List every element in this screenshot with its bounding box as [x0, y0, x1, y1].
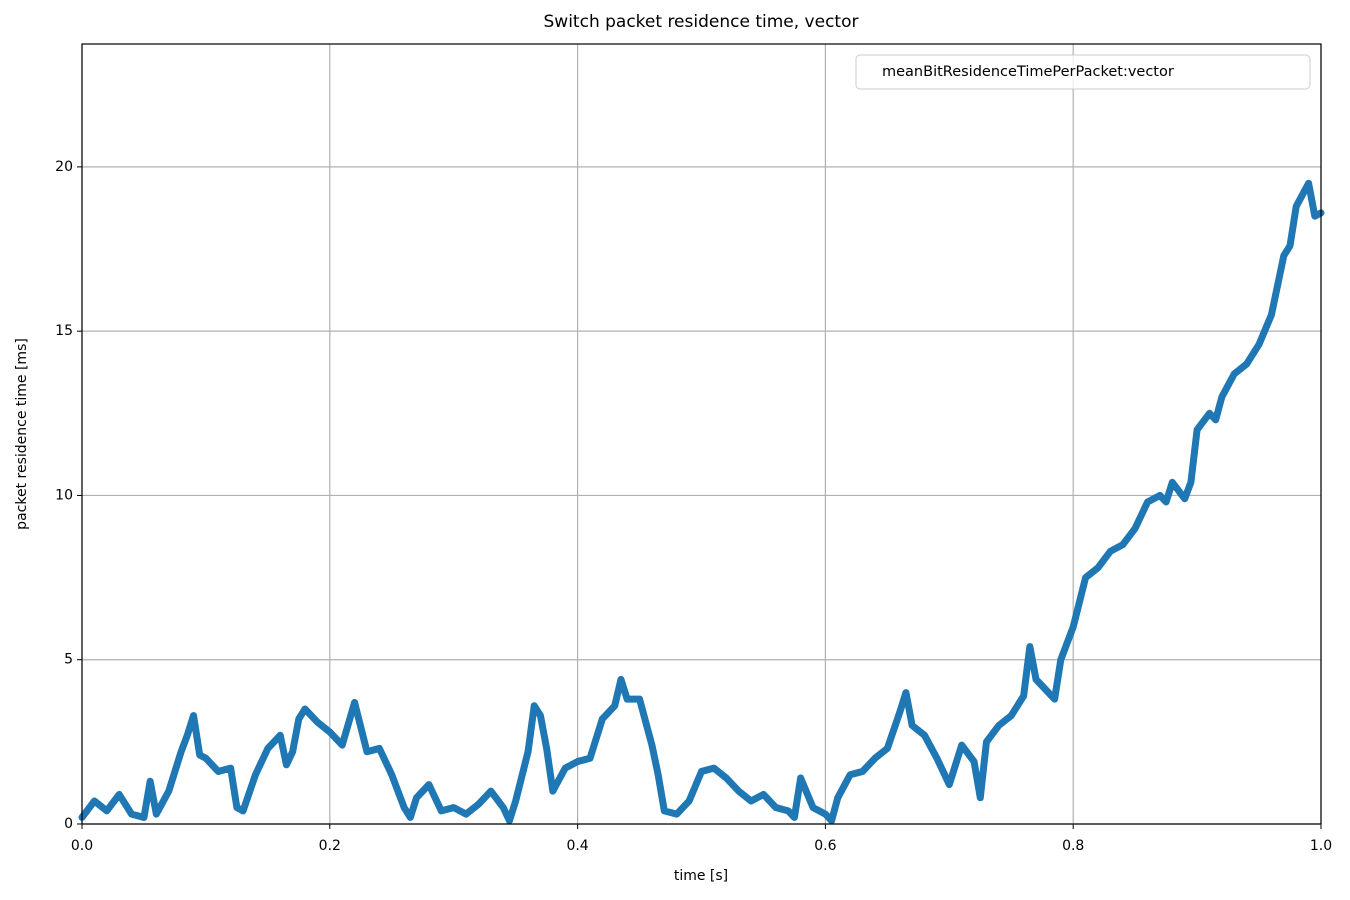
data-line [78, 179, 1325, 825]
legend-box [855, 54, 1311, 90]
y-tick-label: 0 [64, 816, 73, 832]
plot-frame [81, 43, 1322, 825]
x-tick-label: 0.0 [71, 838, 93, 854]
x-tick-label: 0.8 [1062, 838, 1084, 854]
x-tick-label: 1.0 [1310, 838, 1332, 854]
x-tick-label: 0.6 [814, 838, 836, 854]
y-axis-label: packet residence time [ms] [14, 338, 30, 530]
x-tick-label: 0.4 [566, 838, 588, 854]
y-tick-label: 15 [55, 323, 73, 339]
x-tick-label: 0.2 [319, 838, 341, 854]
legend: meanBitResidenceTimePerPacket:vector [855, 54, 1311, 90]
y-tick-label: 5 [64, 652, 73, 668]
x-axis-label: time [s] [674, 868, 728, 884]
legend-label: meanBitResidenceTimePerPacket:vector [882, 64, 1174, 80]
y-tick-label: 20 [55, 159, 73, 175]
y-tick-label: 10 [55, 487, 73, 503]
chart-title: Switch packet residence time, vector [544, 12, 859, 32]
